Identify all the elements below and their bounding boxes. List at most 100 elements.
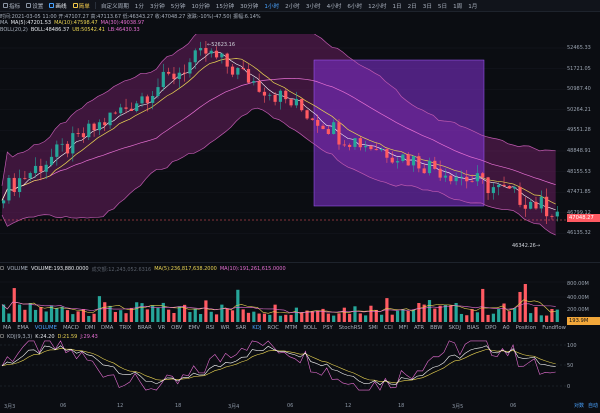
volume-chart[interactable] (0, 272, 567, 322)
timeframe-15[interactable]: 3日 (422, 3, 432, 10)
indicator-tab-ma[interactable]: MA (3, 324, 12, 331)
current-volume-tag: 193.9M (567, 317, 600, 325)
candle-body (401, 154, 405, 162)
indicator-tab-boll[interactable]: BOLL (303, 324, 317, 331)
indicator-tab-atr[interactable]: ATR (413, 324, 425, 331)
volume-bar (475, 312, 480, 322)
timeframe-1[interactable]: 1分 (134, 3, 144, 10)
top-toolbar: 指标 设置 画线 简单 自定义周期 1分 3分钟 5分钟 10分钟 15分钟 30分钟 1小时… (0, 0, 600, 12)
indicator-tab-sar[interactable]: SAR (235, 324, 247, 331)
timeframe-3[interactable]: 5分钟 (170, 3, 186, 10)
indicator-tab-vr[interactable]: VR (157, 324, 166, 331)
indicator-tab-smi[interactable]: SMI (368, 324, 378, 331)
candle-body (348, 144, 352, 147)
auto-scale-toggle[interactable]: 自动 (587, 403, 598, 409)
date-tick: 06 (60, 403, 67, 409)
indicator-tab-rsi[interactable]: RSI (205, 324, 215, 331)
indicator-tab-psy[interactable]: PSY (322, 324, 333, 331)
volume-bar (481, 288, 485, 322)
timeframe-14[interactable]: 2日 (407, 3, 417, 10)
collapse-icon[interactable] (0, 334, 4, 338)
volume-bar (278, 315, 283, 322)
timeframe-16[interactable]: 5日 (437, 3, 448, 10)
indicator-tab-position[interactable]: Position (515, 324, 537, 331)
candle-body (55, 144, 59, 157)
volume-bar (177, 306, 181, 322)
candle-body (92, 123, 96, 131)
indicator-tab-cci[interactable]: CCI (383, 324, 393, 331)
timeframe-11[interactable]: 6小时 (347, 3, 363, 10)
candle-body (300, 98, 304, 111)
indicator-tab-wr[interactable]: WR (220, 324, 230, 331)
timeframe-13[interactable]: 1日 (392, 3, 402, 10)
candle-body (427, 160, 432, 174)
indicator-tab-trix[interactable]: TRIX (119, 324, 132, 331)
indicator-tab-bbw[interactable]: BBW (430, 324, 443, 331)
log-scale-toggle[interactable]: 对数 (573, 403, 584, 409)
candle-body (214, 50, 219, 58)
indicator-tab-dmi[interactable]: DMI (84, 324, 96, 331)
volume-bar (76, 311, 80, 322)
indicator-tab-skdj[interactable]: SKDJ (448, 324, 461, 331)
indicator-tab-brar[interactable]: BRAR (137, 324, 152, 331)
candlestick-chart[interactable]: ←52623.16 46342.26→ (0, 34, 567, 262)
indicator-tab-kdj[interactable]: KDJ (252, 324, 262, 331)
volume-bar (33, 309, 38, 322)
kdj-chart[interactable] (0, 340, 567, 400)
timeframe-17[interactable]: 1周 (453, 3, 463, 10)
indicator-tab-stochrsi[interactable]: StochRSI (338, 324, 363, 331)
timeframe-18[interactable]: 1月 (468, 3, 478, 10)
volume-bar (151, 305, 155, 322)
timeframe-0[interactable]: 自定义周期 (100, 3, 129, 10)
volume-bar (129, 307, 133, 322)
timeframe-4[interactable]: 10分钟 (191, 3, 210, 10)
volume-bar (23, 309, 27, 322)
timeframe-7[interactable]: 1小时 (264, 3, 280, 10)
indicator-tab-bias[interactable]: BIAS (466, 324, 480, 331)
toolbar-item-indicator[interactable]: 指标 (0, 0, 23, 11)
indicator-tab-mtm[interactable]: MTM (284, 324, 298, 331)
indicator-tab-obv[interactable]: OBV (171, 324, 183, 331)
timeframe-9[interactable]: 3小时 (305, 3, 321, 10)
volume-bar (523, 284, 527, 322)
indicator-tab-mfi[interactable]: MFI (398, 324, 408, 331)
candle-body (284, 90, 288, 100)
volume-bar (198, 314, 203, 322)
candle-body (28, 173, 32, 179)
indicator-tab-emv[interactable]: EMV (188, 324, 200, 331)
candle-body (481, 173, 485, 178)
timeframe-2[interactable]: 3分钟 (149, 3, 165, 10)
settings-icon (26, 3, 32, 8)
volume-bar (273, 304, 277, 322)
indicator-tab-fundflow[interactable]: Fundflow (542, 324, 566, 331)
indicator-tab-roc[interactable]: ROC (267, 324, 279, 331)
volume-tick: 200.00M (567, 307, 589, 313)
indicator-tab-dma[interactable]: DMA (101, 324, 114, 331)
selection-rectangle (313, 59, 485, 207)
timeframe-12[interactable]: 12小时 (368, 3, 387, 10)
timeframe-10[interactable]: 4小时 (326, 3, 342, 10)
kdj-tick: 100 (567, 343, 577, 349)
candle-body (385, 149, 389, 158)
indicator-tab-dpo[interactable]: DPO (485, 324, 497, 331)
indicator-tab-a0[interactable]: A0 (502, 324, 510, 331)
timeframe-5[interactable]: 15分钟 (215, 3, 235, 10)
volume-bar (103, 302, 107, 322)
volume-bar (289, 314, 293, 322)
volume-bar (358, 313, 362, 322)
volume-bar (124, 313, 128, 322)
volume-bar (140, 303, 144, 322)
indicator-tab-volume[interactable]: VOLUME (34, 324, 57, 331)
indicator-tab-ai-macd[interactable]: AI-MACD (569, 325, 570, 331)
indicator-tab-macd[interactable]: MACD (62, 324, 79, 331)
toolbar-item-simple[interactable]: 简单 (70, 0, 93, 11)
timeframe-6[interactable]: 30分钟 (240, 3, 259, 10)
toolbar-item-settings[interactable]: 设置 (23, 0, 46, 11)
collapse-icon[interactable] (0, 266, 4, 270)
timeframe-selector: 自定义周期 1分 3分钟 5分钟 10分钟 15分钟 30分钟 1小时 2小时 3小时 4小时 6小时… (98, 2, 481, 10)
candle-body (337, 122, 341, 145)
toolbar-item-draw-line[interactable]: 画线 (46, 0, 69, 11)
candle-body (44, 164, 48, 172)
indicator-tab-ema[interactable]: EMA (17, 324, 29, 331)
timeframe-8[interactable]: 2小时 (285, 3, 300, 10)
